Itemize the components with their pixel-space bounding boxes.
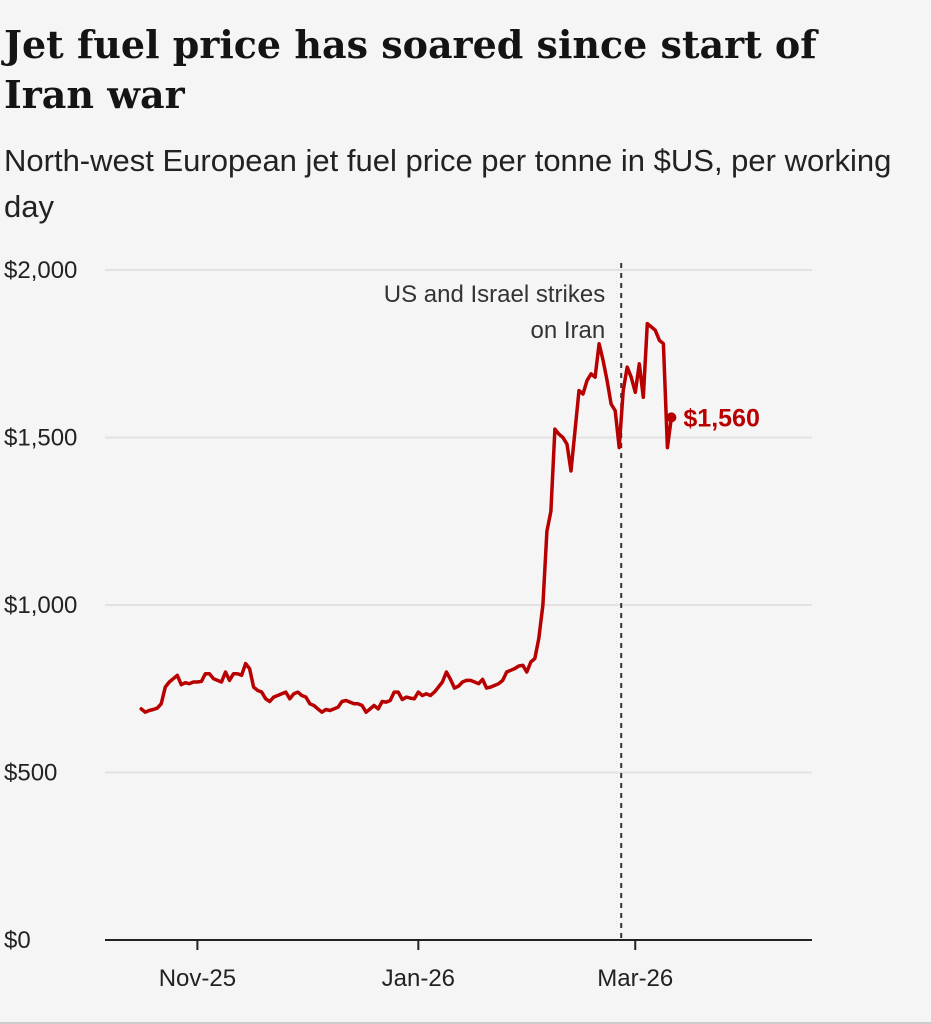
- x-tick-label: Mar-26: [597, 965, 673, 992]
- annotation-text: on Iran: [530, 317, 605, 344]
- bottom-rule: [0, 1022, 931, 1024]
- chart-subtitle: North-west European jet fuel price per t…: [4, 143, 892, 224]
- y-tick-label: $500: [4, 760, 57, 787]
- y-tick-label: $1,000: [4, 592, 77, 619]
- x-tick-label: Jan-26: [382, 965, 455, 992]
- annotation-text: US and Israel strikes: [384, 281, 605, 308]
- y-tick-label: $0: [4, 927, 31, 954]
- last-point-dot: [666, 412, 677, 423]
- chart-title: Jet fuel price has soared since start of…: [4, 22, 817, 117]
- y-tick-label: $1,500: [4, 425, 77, 452]
- x-tick-label: Nov-25: [159, 965, 236, 992]
- series-line: [139, 321, 674, 714]
- y-tick-label: $2,000: [4, 257, 77, 284]
- last-value-label: $1,560: [683, 404, 759, 432]
